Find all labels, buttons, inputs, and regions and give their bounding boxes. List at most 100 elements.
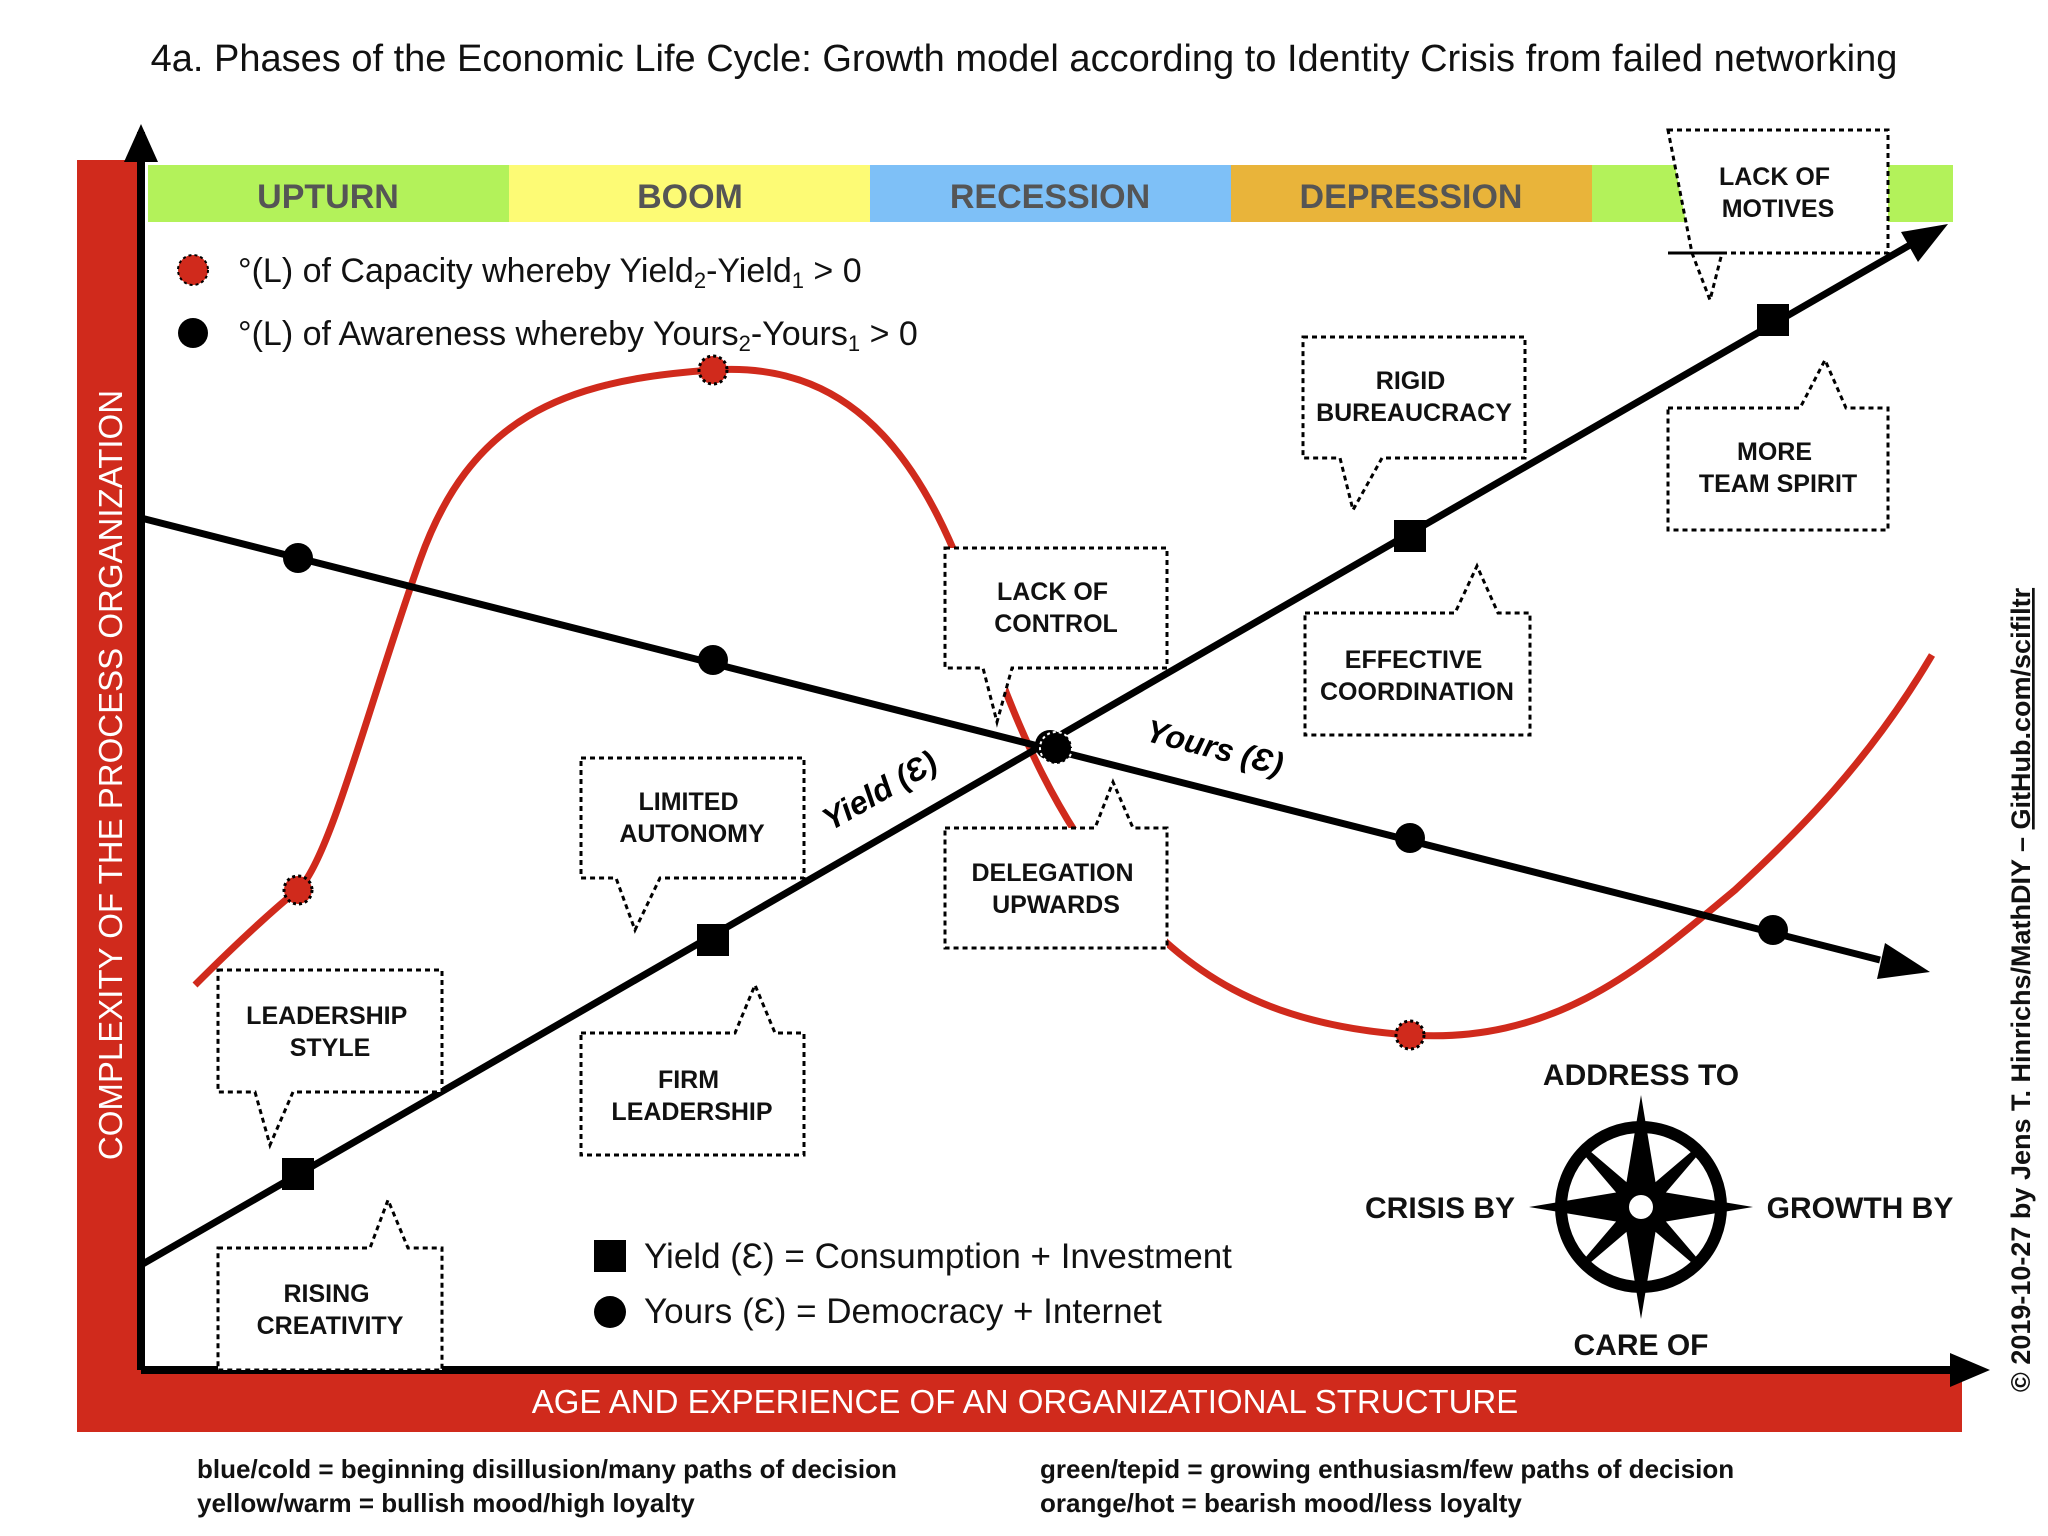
capacity-marker	[697, 354, 729, 386]
callout-bubble	[1301, 335, 1527, 515]
color-notes-left: blue/cold = beginning disillusion/many p…	[197, 1452, 897, 1520]
svg-text:LEADERSHIP STYLE: LEADERSHIP STYLE	[246, 1002, 414, 1062]
legend-capacity-text: °(L) of Capacity whereby Yield2-Yield1 >…	[238, 252, 862, 293]
callout-line: RISING	[283, 1280, 369, 1308]
phase-label-depression: DEPRESSION	[1300, 178, 1523, 216]
callout-line: MORE	[1737, 438, 1812, 466]
callout-bubble	[1666, 356, 1890, 532]
diagram-title: 4a. Phases of the Economic Life Cycle: G…	[150, 38, 1898, 80]
black-circle-icon	[178, 318, 208, 348]
yield-marker	[697, 924, 729, 956]
x-axis-arrowhead	[1950, 1353, 1990, 1387]
svg-text:RIGID BUREAUCRACY: RIGID BUREAUCRACY	[1316, 367, 1512, 427]
callout-line: STYLE	[290, 1034, 371, 1062]
yield-marker	[282, 1158, 314, 1190]
x-axis-bar	[77, 1370, 1962, 1432]
compass-label-right: GROWTH BY	[1767, 1192, 1954, 1225]
legend-yours-text: Yours (Ɛ) = Democracy + Internet	[644, 1292, 1162, 1331]
yours-arrowhead	[1877, 943, 1930, 979]
callout-leadership-style: LEADERSHIP STYLE	[216, 968, 444, 1150]
svg-text:MORE TEAM SPIRIT: MORE TEAM SPIRIT	[1699, 438, 1857, 498]
yield-marker	[1757, 304, 1789, 336]
y-axis-label: COMPLEXITY OF THE PROCESS ORGANIZATION	[92, 390, 129, 1160]
callout-line: AUTONOMY	[619, 820, 765, 848]
svg-text:RISING CREATIVITY: RISING CREATIVITY	[257, 1280, 404, 1340]
callout-line: LACK OF	[997, 578, 1108, 606]
intersection-marker	[1039, 731, 1073, 765]
callout-line: RIGID	[1376, 367, 1445, 395]
yours-line-label: Yours (Ɛ)	[1142, 712, 1287, 782]
compass-label-top: ADDRESS TO	[1543, 1059, 1739, 1092]
color-note: blue/cold = beginning disillusion/many p…	[197, 1454, 897, 1484]
callout-bubble	[216, 1195, 444, 1372]
yield-arrowhead	[1901, 224, 1948, 262]
callout-line: CONTROL	[994, 610, 1118, 638]
credit-text: © 2019-10-27 by Jens T. Hinrichs/MathDIY…	[2006, 587, 2036, 1392]
color-notes-right: green/tepid = growing enthusiasm/few pat…	[1040, 1452, 1734, 1520]
legend-top: °(L) of Capacity whereby Yield2-Yield1 >…	[177, 252, 918, 356]
callout-lack-of-motives: LACK OF MOTIVES	[1666, 128, 1890, 305]
svg-text:FIRM LEADERSHIP: FIRM LEADERSHIP	[611, 1066, 772, 1126]
phase-label-recession: RECESSION	[950, 178, 1150, 216]
yield-line	[139, 241, 1912, 1269]
svg-text:DELEGATION UPWARDS: DELEGATION UPWARDS	[972, 859, 1141, 919]
red-circle-icon	[177, 254, 209, 286]
yield-markers	[282, 304, 1789, 1190]
callout-line: FIRM	[658, 1066, 719, 1094]
yield-marker	[1394, 520, 1426, 552]
svg-text:LACK OF MOTIVES: LACK OF MOTIVES	[1719, 163, 1837, 223]
phase-label-boom: BOOM	[637, 178, 743, 216]
callout-lack-of-control: LACK OF CONTROL	[943, 546, 1169, 728]
phase-band-recession	[870, 165, 1231, 222]
callout-delegation-upwards: DELEGATION UPWARDS	[943, 778, 1169, 950]
callout-line: MOTIVES	[1722, 195, 1835, 223]
callout-bubble	[579, 756, 806, 934]
callout-bubble	[216, 968, 444, 1150]
callout-bubble	[1303, 562, 1532, 737]
callout-line: LEADERSHIP	[611, 1098, 772, 1126]
callout-limited-autonomy: LIMITED AUTONOMY	[579, 756, 806, 934]
capacity-marker	[282, 874, 314, 906]
callout-effective-coordination: EFFECTIVE COORDINATION	[1303, 562, 1532, 737]
yours-marker	[698, 645, 728, 675]
color-note: green/tepid = growing enthusiasm/few pat…	[1040, 1454, 1735, 1484]
callout-line: BUREAUCRACY	[1316, 399, 1512, 427]
callout-line: TEAM SPIRIT	[1699, 470, 1857, 498]
callout-rising-creativity: RISING CREATIVITY	[216, 1195, 444, 1372]
callout-line: COORDINATION	[1320, 678, 1514, 706]
svg-text:LIMITED AUTONOMY: LIMITED AUTONOMY	[619, 788, 765, 848]
square-marker-icon	[594, 1240, 626, 1272]
y-axis-arrowhead	[124, 124, 158, 162]
yours-marker	[1395, 823, 1425, 853]
callout-line: LEADERSHIP	[246, 1002, 407, 1030]
phase-band-upturn	[148, 165, 509, 222]
callout-line: CREATIVITY	[257, 1312, 404, 1340]
legend-yield-text: Yield (Ɛ) = Consumption + Investment	[644, 1237, 1232, 1276]
callout-more-team-spirit: MORE TEAM SPIRIT	[1666, 356, 1890, 532]
callout-bubble	[943, 546, 1169, 728]
callout-rigid-bureaucracy: RIGID BUREAUCRACY	[1301, 335, 1527, 515]
phase-band-boom	[509, 165, 870, 222]
callout-line: UPWARDS	[992, 891, 1120, 919]
callout-line: DELEGATION	[972, 859, 1134, 887]
capacity-marker	[1394, 1019, 1426, 1051]
compass-rose-icon	[1529, 1095, 1753, 1319]
color-note: orange/hot = bearish mood/less loyalty	[1040, 1488, 1522, 1518]
svg-text:LACK OF CONTROL: LACK OF CONTROL	[994, 578, 1118, 638]
circle-marker-icon	[594, 1296, 626, 1328]
phase-label-upturn: UPTURN	[257, 178, 399, 216]
svg-text:EFFECTIVE COORDINATION: EFFECTIVE COORDINATION	[1320, 646, 1514, 706]
compass-label-left: CRISIS BY	[1365, 1192, 1515, 1225]
yours-line	[140, 514, 1881, 964]
compass: ADDRESS TO CRISIS BY GROWTH BY CARE OF	[1365, 1059, 1953, 1362]
color-note: yellow/warm = bullish mood/high loyalty	[197, 1488, 695, 1518]
x-axis-label: AGE AND EXPERIENCE OF AN ORGANIZATIONAL …	[532, 1383, 1519, 1420]
yours-marker	[283, 543, 313, 573]
y-axis-bar	[77, 160, 141, 1432]
legend-awareness-text: °(L) of Awareness whereby Yours2-Yours1 …	[238, 315, 918, 356]
callout-line: EFFECTIVE	[1345, 646, 1483, 674]
callout-line: LIMITED	[639, 788, 739, 816]
yield-line-label: Yield (Ɛ)	[816, 743, 943, 837]
phase-band-depression	[1231, 165, 1592, 222]
